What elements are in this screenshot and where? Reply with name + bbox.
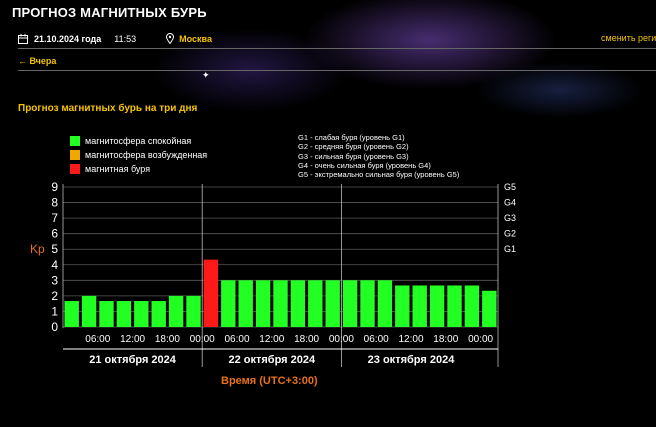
kp-bar	[186, 295, 201, 327]
kp-bar	[482, 290, 497, 327]
kp-bar	[99, 301, 114, 327]
divider	[18, 48, 656, 49]
star-sparkle-icon: ✦	[202, 70, 210, 80]
orange-swatch	[70, 149, 80, 160]
y-tick-label: 3	[51, 273, 58, 287]
current-date: 21.10.2024 года	[34, 33, 102, 44]
legend-item-storm: магнитная буря	[70, 162, 207, 175]
y-tick-label: 9	[51, 180, 58, 194]
kp-bar	[377, 280, 393, 327]
day-label: 23 октября 2024	[368, 354, 456, 366]
kp-legend: магнитосфера спокойная магнитосфера возб…	[70, 134, 207, 176]
level-g2: G2 - средняя буря (уровень G2)	[298, 142, 409, 152]
kp-bar	[134, 301, 149, 327]
site-title: ПРОГНОЗ МАГНИТНЫХ БУРЬ	[12, 5, 207, 20]
g-level-tick-label: G2	[504, 229, 516, 239]
y-tick-label: 2	[51, 289, 58, 303]
kp-bar	[221, 280, 236, 327]
x-tick-label: 12:00	[259, 334, 284, 345]
y-tick-label: 0	[51, 320, 58, 334]
kp-bar	[412, 285, 427, 327]
kp-bar	[238, 280, 253, 327]
x-tick-label: 18:00	[155, 334, 180, 345]
kp-chart: 0 12 34 56 78 9 G1 G2 G3 G4 G5 Kp 06:00 12:00 18:00 00:…	[30, 180, 516, 367]
legend-label: магнитная буря	[85, 163, 151, 174]
x-axis-title: Время (UTC+3:00)	[221, 375, 318, 387]
g-level-tick-label: G5	[504, 182, 516, 192]
legend-label: магнитосфера спокойная	[85, 135, 192, 146]
x-tick-label: 00:00	[329, 334, 354, 345]
location-pin-icon	[166, 33, 175, 44]
x-tick-label: 06:00	[224, 334, 249, 345]
calendar-icon	[18, 33, 28, 44]
current-time: 11:53	[114, 33, 137, 44]
kp-bar	[273, 280, 288, 327]
legend-label: магнитосфера возбужденная	[85, 149, 208, 160]
storm-levels-legend: G1 - слабая буря (уровень G1) G2 - средн…	[298, 133, 459, 179]
y-tick-label: 4	[51, 258, 58, 272]
y-tick-label: 6	[51, 227, 58, 241]
kp-bar	[360, 280, 375, 327]
x-tick-label: 00:00	[190, 334, 215, 345]
kp-bar	[81, 295, 97, 327]
divider	[18, 70, 656, 71]
kp-bar	[255, 280, 271, 327]
kp-bar	[395, 285, 410, 327]
x-tick-label: 12:00	[398, 334, 423, 345]
g-level-tick-label: G3	[504, 213, 516, 223]
kp-bar	[290, 280, 306, 327]
x-tick-label: 00:00	[468, 334, 493, 345]
y-tick-label: 8	[51, 196, 58, 210]
info-bar: 21.10.2024 года 11:53 Москва	[18, 33, 212, 44]
kp-bar	[116, 301, 132, 327]
red-swatch	[70, 163, 80, 174]
level-g4: G4 - очень сильная буря (уровень G4)	[298, 160, 431, 170]
kp-bar	[464, 285, 480, 327]
g-level-tick-label: G4	[504, 198, 516, 208]
kp-bar	[151, 301, 166, 327]
change-region-link[interactable]: сменить реги	[601, 33, 656, 43]
level-g1: G1 - слабая буря (уровень G1)	[298, 133, 405, 142]
level-g3: G3 - сильная буря (уровень G3)	[298, 151, 409, 161]
g-level-tick-label: G1	[504, 244, 516, 254]
y-tick-label: 5	[51, 242, 58, 256]
kp-bar	[429, 285, 445, 327]
x-tick-label: 06:00	[85, 334, 110, 345]
legend-item-excited: магнитосфера возбужденная	[70, 148, 207, 161]
y-tick-label: 1	[51, 304, 58, 318]
city-link[interactable]: Москва	[179, 33, 212, 44]
day-label: 21 октября 2024	[89, 354, 177, 366]
level-g5: G5 - экстремально сильная буря (уровень …	[298, 170, 460, 180]
x-tick-label: 18:00	[433, 334, 458, 345]
kp-bar	[64, 301, 79, 327]
y-axis-label: Kp	[30, 242, 45, 256]
x-tick-label: 06:00	[364, 334, 389, 345]
kp-bar	[342, 280, 358, 327]
legend-item-calm: магнитосфера спокойная	[70, 134, 207, 147]
kp-bar	[447, 285, 462, 327]
aurora-background	[0, 0, 656, 150]
forecast-section-title: Прогноз магнитных бурь на три дня	[18, 103, 198, 114]
y-tick-label: 7	[51, 211, 58, 225]
kp-bar	[168, 295, 184, 327]
kp-bar	[203, 259, 219, 327]
day-label: 22 октября 2024	[228, 354, 316, 366]
green-swatch	[70, 135, 80, 146]
yesterday-link[interactable]: ← Вчера	[18, 56, 57, 66]
x-tick-label: 18:00	[294, 334, 319, 345]
x-tick-label: 12:00	[120, 334, 145, 345]
kp-bar	[325, 280, 340, 327]
kp-bar	[308, 280, 323, 327]
